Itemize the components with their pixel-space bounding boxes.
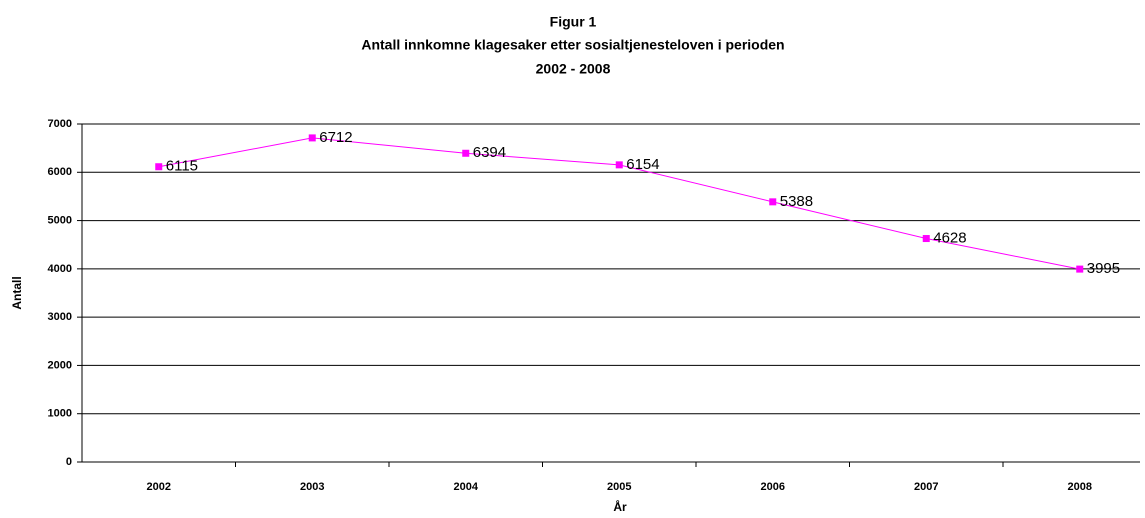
y-tick-label: 2000 [48, 359, 72, 371]
chart-title: 2002 - 2008 [536, 61, 611, 77]
x-tick-label: 2005 [607, 481, 631, 493]
y-tick-label: 4000 [48, 263, 72, 275]
y-tick-label: 0 [66, 456, 72, 468]
x-tick-label: 2003 [300, 481, 324, 493]
point [1076, 265, 1084, 273]
point [308, 134, 316, 142]
y-tick-label: 5000 [48, 214, 72, 226]
point [155, 163, 163, 171]
chart-title: Antall innkomne klagesaker etter sosialt… [361, 37, 784, 53]
data-label: 6394 [473, 144, 506, 161]
x-tick-label: 2007 [914, 481, 938, 493]
series-line [158, 137, 1080, 270]
x-tick-label: 2008 [1068, 481, 1092, 493]
data-label: 6154 [626, 156, 659, 173]
data-label: 5388 [780, 193, 813, 210]
y-tick-label: 7000 [48, 118, 72, 130]
x-tick-label: 2002 [147, 481, 171, 493]
data-label: 6712 [319, 129, 352, 146]
x-tick-label: 2004 [454, 481, 479, 493]
point [769, 198, 777, 206]
point [615, 161, 623, 169]
data-label: 3995 [1087, 260, 1120, 277]
y-axis-label: Antall [10, 276, 24, 309]
x-axis-label: År [613, 499, 627, 514]
data-label: 4628 [933, 230, 966, 247]
data-label: 6115 [166, 158, 198, 175]
point [922, 235, 930, 243]
point [462, 149, 470, 157]
x-tick-label: 2006 [761, 481, 785, 493]
y-tick-label: 3000 [48, 311, 72, 323]
y-tick-label: 6000 [48, 166, 72, 178]
chart-title: Figur 1 [550, 14, 597, 30]
y-tick-label: 1000 [48, 408, 72, 420]
